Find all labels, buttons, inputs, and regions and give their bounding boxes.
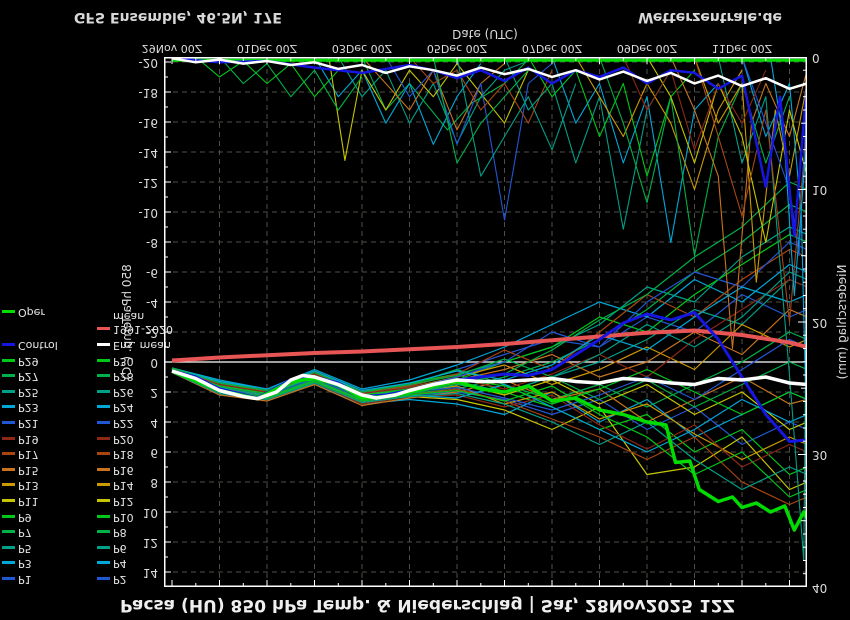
- date-tick-label: 11Dec 00Z: [711, 42, 773, 55]
- precip-tick-label: 0: [812, 51, 820, 65]
- precip-axis-title: Niederschlag (mm): [835, 264, 849, 380]
- temp-tick-label: -14: [138, 146, 158, 160]
- legend-swatch-P26: [97, 390, 110, 393]
- legend-swatch-P10: [97, 515, 110, 518]
- legend-swatch-P28: [97, 374, 110, 377]
- temp-tick-label: 10: [142, 506, 158, 520]
- temp-tick-label: 12: [142, 536, 158, 550]
- precip-tick-label: 40: [812, 581, 828, 595]
- legend-swatch-P15: [2, 468, 15, 471]
- precip-tick-label: 20: [812, 316, 828, 330]
- date-tick-label: 03Dec 00Z: [331, 42, 393, 55]
- date-tick-label: 29Nov 00Z: [141, 42, 203, 55]
- temp-tick-label: -2: [146, 326, 158, 340]
- legend-item-P5: P5: [18, 542, 32, 555]
- legend-item-P19: P19: [18, 433, 39, 446]
- legend-swatch-P6: [97, 546, 110, 549]
- legend-swatch-P29: [2, 359, 15, 362]
- legend-swatch-P17: [2, 452, 15, 455]
- legend-item-P9: P9: [18, 511, 32, 524]
- legend-item-P11: P11: [18, 495, 39, 508]
- legend-item-P15: P15: [18, 464, 39, 477]
- temp-tick-label: -8: [146, 236, 158, 250]
- legend-swatch-P23: [2, 405, 15, 408]
- legend-swatch-P3: [2, 561, 15, 564]
- legend-item-P27: P27: [18, 370, 39, 383]
- temp-tick-label: -4: [146, 296, 158, 310]
- legend-swatch-P30: [97, 359, 110, 362]
- temp-tick-label: -12: [138, 176, 158, 190]
- temp-tick-label: -10: [138, 206, 158, 220]
- legend-item-P20: P20: [113, 433, 134, 446]
- legend-swatch-P25: [2, 390, 15, 393]
- temp-tick-label: -6: [146, 266, 158, 280]
- ensemble-plot: [164, 57, 807, 587]
- chart-title: Pacsa (HU) 850 hPa Temp. & Niederschlag …: [120, 595, 735, 615]
- legend-swatch-P24: [97, 405, 110, 408]
- legend-item-mean: mean: [113, 310, 145, 323]
- date-tick-label: 09Dec 00Z: [616, 42, 678, 55]
- legend-item-P29: P29: [18, 355, 39, 368]
- date-tick-label: 01Dec 00Z: [236, 42, 298, 55]
- date-tick-label: 05Dec 00Z: [426, 42, 488, 55]
- legend-swatch-P16: [97, 468, 110, 471]
- legend-item-P28: P28: [113, 370, 134, 383]
- legend-swatch-P14: [97, 483, 110, 486]
- temp-tick-label: -16: [138, 116, 158, 130]
- temp-tick-label: 2: [150, 386, 158, 400]
- legend-swatch-P5: [2, 546, 15, 549]
- x-axis-title: Date (UTC): [452, 27, 518, 41]
- legend-swatch-P8: [97, 530, 110, 533]
- legend-swatch-P20: [97, 437, 110, 440]
- precip-tick-label: 30: [812, 448, 828, 463]
- precip-tick-label: 10: [812, 183, 828, 198]
- temp-tick-label: 0: [150, 356, 158, 370]
- legend-item-P16: P16: [113, 464, 134, 477]
- legend-item-Oper: Oper: [18, 306, 45, 319]
- legend-swatch-P22: [97, 421, 110, 424]
- legend-swatch-P9: [2, 515, 15, 518]
- legend-swatch-P2: [97, 577, 110, 580]
- legend-item-P13: P13: [18, 479, 39, 492]
- legend-swatch-Ens-mean: [97, 343, 110, 346]
- legend-item-P24: P24: [113, 401, 134, 414]
- legend-swatch-P18: [97, 452, 110, 455]
- legend-swatch-P12: [97, 499, 110, 502]
- site-name-text: Wetterzentrale.de: [637, 9, 782, 25]
- date-tick-label: 07Dec 00Z: [521, 42, 583, 55]
- legend-item-P25: P25: [18, 386, 39, 399]
- legend-item-Ens-mean: Ens. mean: [113, 339, 171, 352]
- legend-swatch-Control: [2, 343, 15, 346]
- temp-tick-label: 14: [142, 566, 158, 580]
- legend-swatch-Oper: [2, 310, 15, 313]
- temp-tick-label: -18: [138, 86, 158, 100]
- legend-swatch-P21: [2, 421, 15, 424]
- temp-tick-label: 6: [150, 446, 158, 460]
- legend-swatch-P27: [2, 374, 15, 377]
- legend-swatch-P7: [2, 530, 15, 533]
- legend-item-P23: P23: [18, 401, 39, 414]
- legend-item-P3: P3: [18, 557, 32, 570]
- legend-swatch-P13: [2, 483, 15, 486]
- legend-swatch-P11: [2, 499, 15, 502]
- legend-item-P1: P1: [18, 573, 32, 586]
- legend-item-P17: P17: [18, 448, 39, 461]
- legend-item-Control: Control: [18, 339, 58, 352]
- legend-swatch-P4: [97, 561, 110, 564]
- legend-swatch-P1: [2, 577, 15, 580]
- temp-tick-label: 8: [150, 476, 158, 490]
- legend-item-P21: P21: [18, 417, 39, 430]
- model-info-text: GFS Ensemble, 46.5N, 17E: [74, 9, 282, 25]
- legend-item-P7: P7: [18, 526, 32, 539]
- legend-swatch-1991-2020: [97, 327, 110, 330]
- legend-swatch-P19: [2, 437, 15, 440]
- temp-tick-label: -20: [138, 56, 158, 70]
- temp-tick-label: 4: [150, 416, 158, 430]
